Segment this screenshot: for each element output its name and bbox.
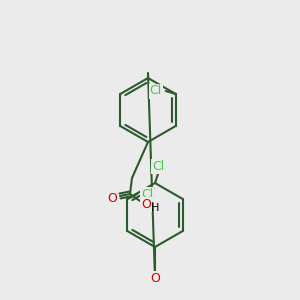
Text: O: O bbox=[150, 272, 160, 284]
Text: Cl: Cl bbox=[152, 160, 164, 172]
Text: Cl: Cl bbox=[141, 188, 153, 200]
Text: Cl: Cl bbox=[150, 85, 162, 98]
Text: H: H bbox=[151, 203, 159, 213]
Text: O: O bbox=[107, 191, 117, 205]
Text: O: O bbox=[141, 197, 151, 211]
